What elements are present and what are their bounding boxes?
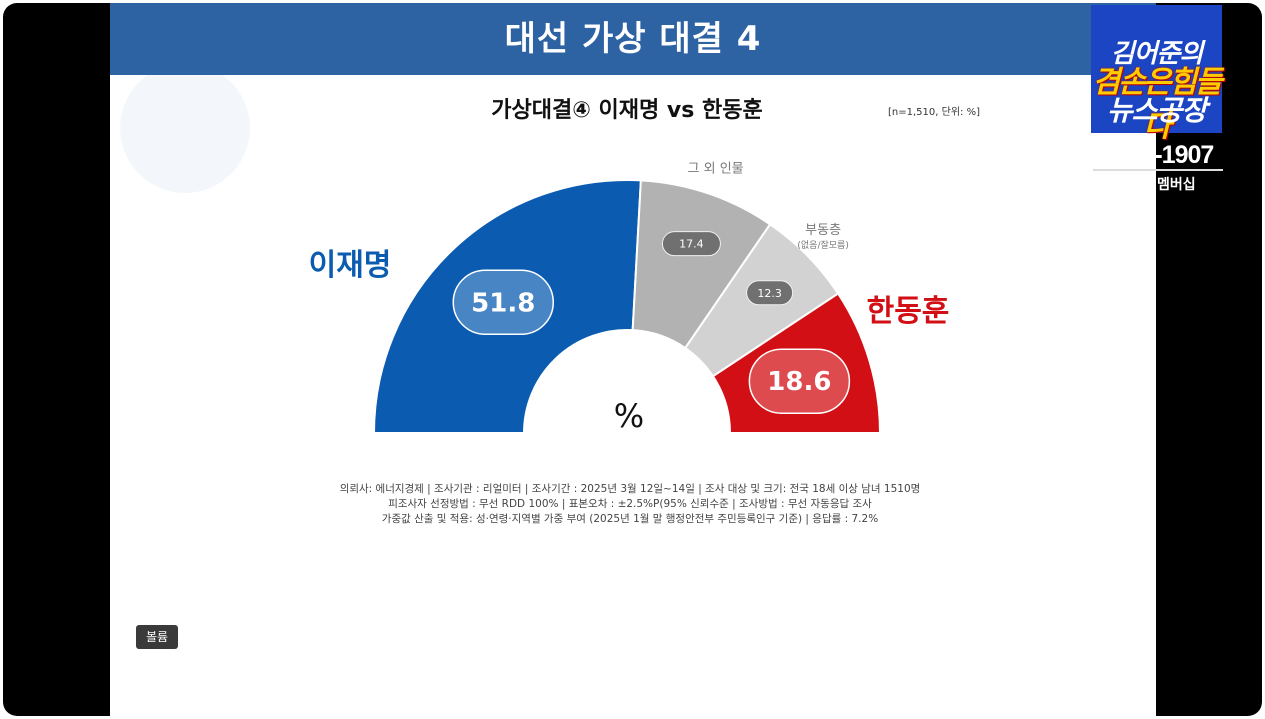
category-label-2: 부동층	[805, 223, 841, 238]
video-player[interactable]: 대선 가상 대결 4 가상대결④ 이재명 vs 한동훈 [n=1,510, 단위…	[3, 3, 1262, 716]
chart-note: [n=1,510, 단위: %]	[888, 105, 980, 118]
chart-title: 가상대결④ 이재명 vs 한동훈	[491, 98, 762, 123]
center-unit-label: %	[614, 397, 644, 435]
value-pill-1	[661, 231, 721, 257]
logo-line1: 김어준의	[1110, 39, 1204, 69]
broadcast-slide: 대선 가상 대결 4 가상대결④ 이재명 vs 한동훈 [n=1,510, 단위…	[110, 3, 1156, 716]
category-sublabel-2: (없음/잘모름)	[797, 239, 848, 251]
divider	[1093, 169, 1223, 171]
value-pill-0	[452, 269, 555, 336]
slice-0	[372, 179, 642, 434]
footnote-line: 의뢰사: 에너지경제 | 조사기관 : 리얼미터 | 조사기간 : 2025년 …	[340, 482, 921, 495]
decorative-circle	[120, 63, 250, 193]
footnote-line: 피조사자 선정방법 : 무선 RDD 100% | 표본오차 : ±2.5%P(…	[388, 498, 872, 510]
show-logo: 김어준의 겸손은힘들다 뉴스공장	[1091, 5, 1223, 144]
logo-line3: 뉴스공장	[1106, 94, 1207, 127]
volume-button[interactable]: 볼륨	[136, 625, 178, 649]
half-donut-chart: 가상대결④ 이재명 vs 한동훈 [n=1,510, 단위: %] 51.8 이재…	[309, 98, 980, 525]
title-banner: 대선 가상 대결 4	[110, 3, 1156, 75]
value-label-2: 12.3	[757, 287, 782, 300]
value-pill-3	[748, 348, 851, 414]
phone-number: 1877-1907	[1102, 141, 1215, 169]
ars-membership-label: ARS 멤버십	[1120, 177, 1196, 193]
logo-line2: 겸손은힘들다	[1092, 65, 1223, 144]
value-label-1: 17.4	[679, 238, 704, 251]
value-pill-2	[746, 280, 794, 306]
category-label-1: 그 외 인물	[688, 162, 744, 177]
value-label-0: 51.8	[471, 288, 535, 318]
category-label-3: 한동훈	[867, 294, 950, 329]
value-label-3: 18.6	[767, 367, 831, 397]
banner-title: 대선 가상 대결 4	[504, 19, 762, 59]
footnote-line: 가중값 산출 및 적용: 성·연령·지역별 가중 부여 (2025년 1월 말 …	[382, 513, 878, 525]
category-label-0: 이재명	[309, 248, 392, 283]
